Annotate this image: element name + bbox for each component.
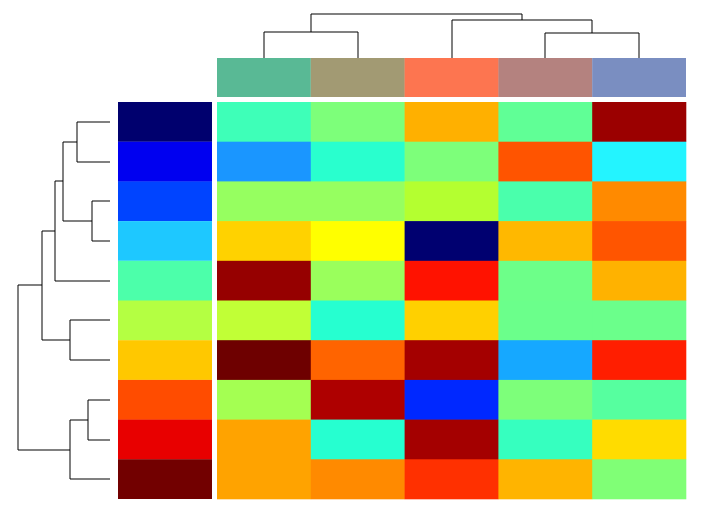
heatmap-cell (404, 260, 499, 301)
heatmap-cell (498, 419, 593, 460)
heatmap-cell (498, 221, 593, 262)
row-color (118, 102, 212, 142)
row-dendrogram (17, 121, 110, 480)
heatmap-cell (404, 459, 499, 500)
row-color (118, 419, 212, 460)
heatmap-cell (498, 102, 593, 142)
heatmap-cell (310, 221, 405, 262)
heatmap-cell (217, 141, 312, 182)
heatmap-cell (404, 419, 499, 460)
column-color (404, 58, 499, 97)
column-color (217, 58, 311, 97)
row-color (118, 300, 212, 341)
heatmap-cell (498, 181, 593, 222)
column-color (498, 58, 593, 97)
heatmap-cell (498, 379, 593, 420)
heatmap-cell (404, 300, 499, 341)
heatmap-cell (310, 181, 405, 222)
heatmap-cell (404, 221, 499, 262)
heatmap-cell (310, 102, 405, 142)
row-color (118, 379, 212, 420)
heatmap-cell (498, 340, 593, 381)
row-color (118, 181, 212, 222)
heatmap-cell (592, 260, 687, 301)
heatmap-cell (592, 459, 687, 500)
heatmap-cell (404, 340, 499, 381)
heatmap-cell (310, 340, 405, 381)
heatmap-cell (310, 379, 405, 420)
heatmap-cell (310, 141, 405, 182)
heatmap-cell (404, 102, 499, 142)
heatmap-cell (217, 102, 312, 142)
heatmap-cell (217, 459, 312, 500)
heatmap-cell (498, 459, 593, 500)
heatmap-cell (592, 340, 687, 381)
row-color (118, 459, 212, 499)
heatmap-cell (498, 300, 593, 341)
row-color (118, 221, 212, 261)
heatmap-cell (592, 379, 687, 420)
heatmap-cell (217, 181, 312, 222)
column-dendrogram (263, 13, 640, 58)
heatmap-cell (498, 141, 593, 182)
heatmap-cell (404, 141, 499, 182)
heatmap-cell (310, 419, 405, 460)
heatmap-cell (310, 300, 405, 341)
column-color (310, 58, 405, 97)
row-color (118, 260, 212, 301)
heatmap-cell (592, 181, 687, 222)
heatmap-cell (592, 102, 687, 142)
heatmap-cell (310, 260, 405, 301)
heatmap-cell (592, 300, 687, 341)
heatmap-cell (498, 260, 593, 301)
heatmap-cell (592, 221, 687, 262)
heatmap-cell (310, 459, 405, 500)
heatmap-cell (404, 181, 499, 222)
heatmap-cell (217, 221, 312, 262)
heatmap-cell (217, 379, 312, 420)
row-color (118, 340, 212, 380)
heatmap-cell (217, 419, 312, 460)
heatmap-cell (217, 260, 312, 301)
heatmap-cell (592, 141, 687, 182)
heatmap-cell (217, 300, 312, 341)
heatmap-cell (404, 379, 499, 420)
row-color (118, 141, 212, 182)
heatmap-cell (592, 419, 687, 460)
heatmap-cell (217, 340, 312, 381)
column-color (592, 58, 686, 97)
